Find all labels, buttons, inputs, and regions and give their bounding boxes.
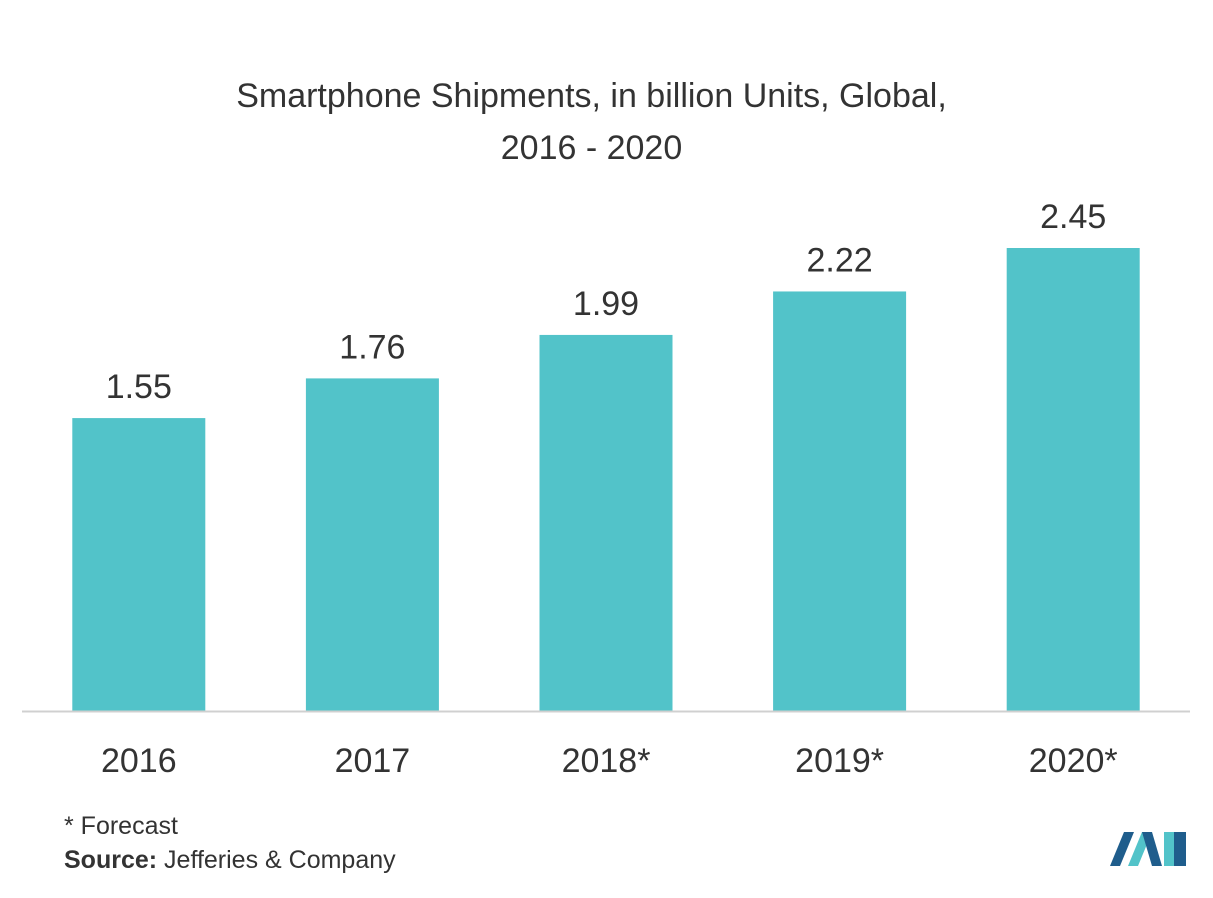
x-tick-labels-group: 2016 2017 2018* 2019* 2020*: [101, 742, 1118, 780]
data-label: 2.45: [1040, 198, 1106, 236]
data-label: 1.55: [106, 368, 172, 406]
x-tick-label: 2017: [335, 742, 411, 780]
chart-title: Smartphone Shipments, in billion Units, …: [0, 70, 1183, 174]
source-label: Source:: [64, 846, 158, 874]
data-labels-group: 1.55 1.76 1.99 2.22 2.45: [106, 198, 1107, 406]
data-label: 1.99: [573, 285, 639, 323]
bar-2018: [539, 334, 673, 711]
data-label: 2.22: [807, 241, 873, 279]
company-logo-icon: [1110, 832, 1186, 866]
bar-2019: [773, 291, 907, 711]
bars-group: [72, 248, 1140, 711]
chart-title-line-2: 2016 - 2020: [500, 129, 683, 167]
bar-2017: [305, 378, 439, 711]
x-tick-label: 2020*: [1029, 742, 1118, 780]
bar-2020: [1006, 248, 1140, 711]
chart-title-line-1: Smartphone Shipments, in billion Units, …: [236, 77, 947, 115]
x-tick-label: 2016: [101, 742, 177, 780]
source-note: Source: Jefferies & Company: [64, 846, 396, 875]
x-tick-label: 2018*: [562, 742, 651, 780]
source-text: Jefferies & Company: [157, 846, 396, 874]
data-label: 1.76: [339, 328, 405, 366]
forecast-footnote: * Forecast: [64, 812, 178, 840]
bar-2016: [72, 418, 206, 711]
x-tick-label: 2019*: [795, 742, 884, 780]
